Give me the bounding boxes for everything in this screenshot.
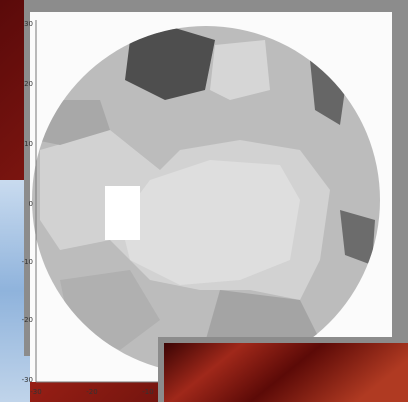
y-tick-label: -10 xyxy=(22,258,33,266)
region xyxy=(105,186,140,240)
overlay-image xyxy=(164,343,408,402)
region xyxy=(210,40,270,100)
x-tick-label: -30 xyxy=(30,388,41,396)
y-tick-label: -30 xyxy=(22,376,33,384)
y-tick-label: 20 xyxy=(24,80,33,88)
page: 3020100-10-20-30 -30-20-10 (() => { cons… xyxy=(0,0,408,402)
scene: 30 20 10 0 -10 -20 -30 -30 -20 -10 xyxy=(0,0,408,402)
y-tick-label: 30 xyxy=(24,20,33,28)
x-tick-label: -10 xyxy=(142,388,153,396)
x-tick-label: -20 xyxy=(86,388,97,396)
y-tick-label: 0 xyxy=(29,200,33,208)
y-tick-label: 10 xyxy=(24,140,33,148)
y-tick-label: -20 xyxy=(22,316,33,324)
